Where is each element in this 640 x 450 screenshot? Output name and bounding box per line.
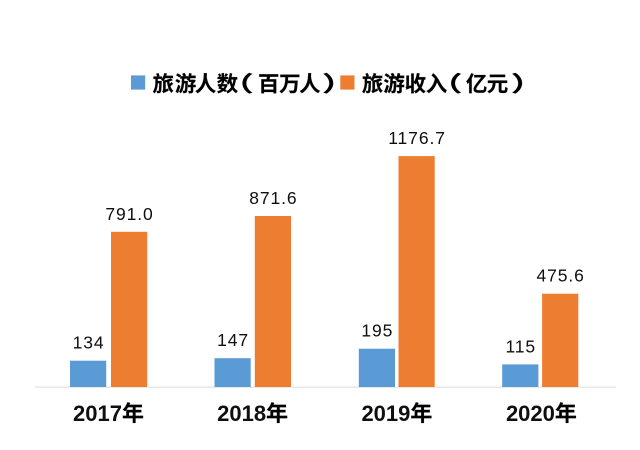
svg-text:195: 195	[361, 321, 393, 341]
svg-text:791.0: 791.0	[105, 204, 153, 224]
svg-text:2020: 2020	[506, 401, 555, 426]
svg-text:147: 147	[217, 330, 249, 350]
svg-text:115: 115	[505, 336, 536, 356]
svg-text:475.6: 475.6	[537, 266, 585, 286]
svg-text:2019: 2019	[361, 401, 410, 426]
svg-text:134: 134	[73, 333, 105, 353]
svg-text:2017: 2017	[73, 401, 122, 426]
svg-text:2018: 2018	[217, 401, 266, 426]
svg-text:1176.7: 1176.7	[388, 128, 446, 148]
svg-text:871.6: 871.6	[249, 188, 297, 208]
